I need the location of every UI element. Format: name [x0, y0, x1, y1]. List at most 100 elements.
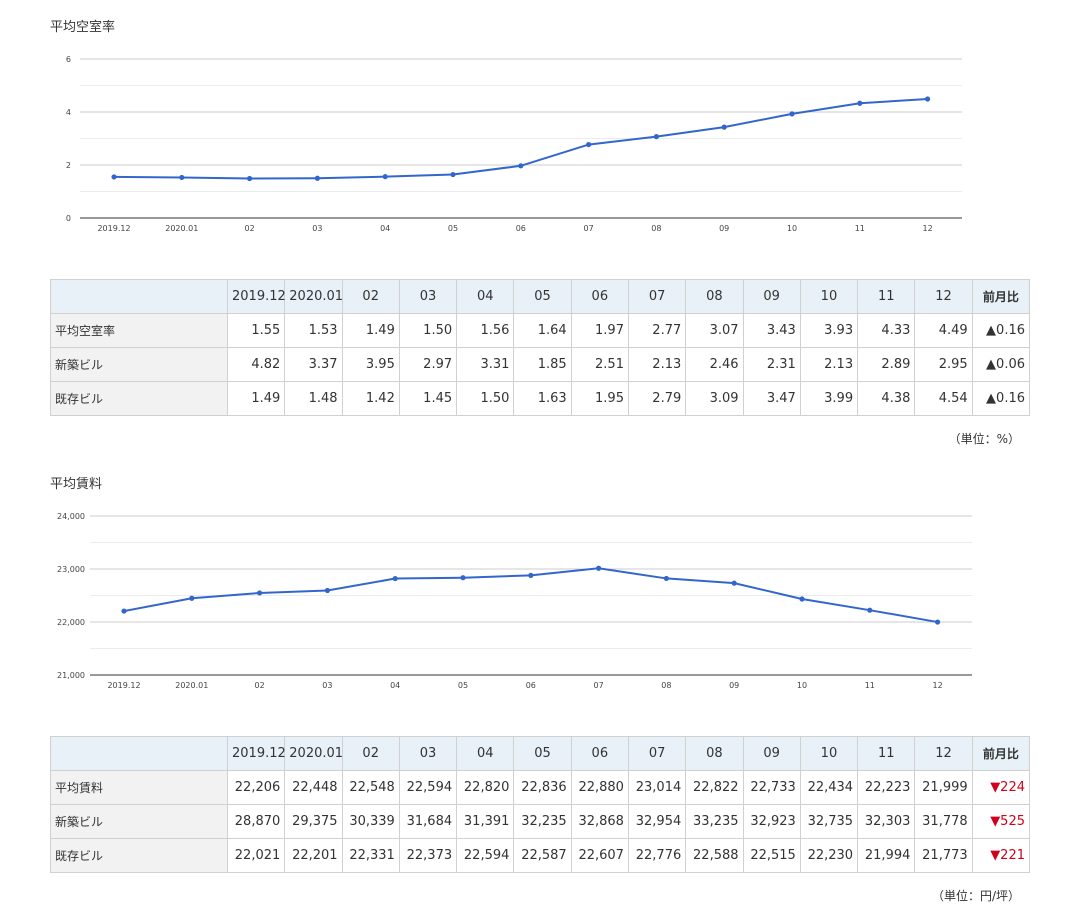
- table-row: 平均賃料 22,206 22,448 22,548 22,594 22,820 22,836…: [50, 770, 1031, 805]
- y-tick-label: 4: [66, 108, 71, 117]
- x-tick-label: 11: [865, 681, 875, 690]
- table-cell: 21,773: [914, 838, 973, 873]
- x-tick-label: 08: [651, 224, 661, 233]
- column-header: 2020.01: [284, 279, 343, 314]
- x-tick-label: 08: [661, 681, 671, 690]
- x-tick-label: 12: [923, 224, 933, 233]
- table-cell: 2.79: [627, 381, 687, 416]
- column-header: 05: [513, 736, 572, 771]
- change-column-header: 前月比: [971, 736, 1031, 771]
- table-row: 新築ビル 28,870 29,375 30,339 31,684 31,391 32,235…: [50, 804, 1031, 839]
- table-cell: 22,594: [456, 838, 515, 873]
- column-header: 03: [398, 736, 458, 771]
- data-point: [314, 175, 320, 181]
- change-cell: ▲0.16: [971, 313, 1031, 348]
- column-header: 02: [341, 279, 400, 314]
- data-point: [450, 171, 456, 178]
- column-header: 02: [341, 736, 400, 771]
- column-header: 05: [513, 279, 572, 314]
- column-header: 09: [742, 279, 801, 314]
- column-header: 06: [570, 736, 629, 771]
- vacancy-unit-note: （単位：%）: [948, 432, 1020, 446]
- table-cell: 3.99: [799, 381, 859, 416]
- data-point: [789, 111, 795, 117]
- x-tick-label: 2020.01: [165, 224, 198, 233]
- table-cell: 21,994: [857, 838, 916, 873]
- x-tick-label: 11: [855, 224, 865, 233]
- table-cell: 22,373: [398, 838, 458, 873]
- column-header: 08: [685, 279, 744, 314]
- data-point: [935, 619, 941, 625]
- table-row: 既存ビル 22,021 22,201 22,331 22,373 22,594 22,587…: [50, 838, 1031, 873]
- table-cell: 22,733: [742, 770, 801, 805]
- rent-unit-note: （単位：円/坪）: [931, 889, 1020, 903]
- table-cell: 22,434: [799, 770, 859, 805]
- data-point: [257, 590, 263, 596]
- x-tick-label: 2020.01: [175, 681, 208, 690]
- x-tick-label: 02: [255, 681, 265, 690]
- table-cell: 22,588: [685, 838, 744, 873]
- table-cell: 3.47: [742, 381, 801, 416]
- table-cell: 2.97: [398, 347, 458, 382]
- x-tick-label: 10: [797, 681, 807, 690]
- y-tick-label: 22,000: [57, 618, 85, 627]
- x-tick-label: 05: [448, 224, 458, 233]
- row-label: 新築ビル: [50, 804, 228, 839]
- table-cell: 1.49: [341, 313, 400, 348]
- table-cell: 32,303: [857, 804, 916, 839]
- x-tick-label: 05: [458, 681, 468, 690]
- row-label: 既存ビル: [50, 838, 228, 873]
- table-cell: 1.55: [226, 313, 286, 348]
- table-cell: 2.31: [742, 347, 801, 382]
- column-header: 12: [914, 736, 973, 771]
- change-cell: ▼525: [971, 804, 1031, 839]
- table-cell: 32,923: [742, 804, 801, 839]
- table-cell: 1.63: [513, 381, 572, 416]
- x-tick-label: 07: [584, 224, 594, 233]
- rent-line-chart: 21,000 22,000 23,000 24,000 2019.12 2020.01 02…: [57, 512, 972, 690]
- column-header: 11: [857, 279, 916, 314]
- table-cell: 29,375: [284, 804, 343, 839]
- table-cell: 3.93: [799, 313, 859, 348]
- table-cell: 22,594: [398, 770, 458, 805]
- column-header: 12: [914, 279, 973, 314]
- table-cell: 4.54: [914, 381, 973, 416]
- table-cell: 3.37: [284, 347, 343, 382]
- table-cell: 3.31: [456, 347, 515, 382]
- column-header: 04: [456, 736, 515, 771]
- table-row: 既存ビル 1.49 1.48 1.42 1.45 1.50 1.63 1.95 2.79 3.09…: [50, 381, 1031, 416]
- data-point: [121, 608, 127, 614]
- table-cell: 33,235: [685, 804, 744, 839]
- column-header: 11: [857, 736, 916, 771]
- table-cell: 1.64: [513, 313, 572, 348]
- data-point: [179, 174, 185, 181]
- data-point: [460, 575, 466, 581]
- change-column-header: 前月比: [971, 279, 1031, 314]
- vacancy-table-header: 2019.12 2020.01 02 03 04 05 06 07 08 09 10 11 12 前月比: [50, 279, 1031, 314]
- table-cell: 22,515: [742, 838, 801, 873]
- table-cell: 32,868: [570, 804, 629, 839]
- column-header: 10: [799, 279, 859, 314]
- data-point: [721, 124, 727, 130]
- table-cell: 30,339: [341, 804, 400, 839]
- column-header: 09: [742, 736, 801, 771]
- data-point: [731, 580, 737, 586]
- data-point: [586, 141, 592, 148]
- table-cell: 22,201: [284, 838, 343, 873]
- table-cell: 31,778: [914, 804, 973, 839]
- table-cell: 4.82: [226, 347, 286, 382]
- x-tick-label: 04: [380, 224, 390, 233]
- y-tick-label: 23,000: [57, 565, 85, 574]
- table-cell: 22,223: [857, 770, 916, 805]
- data-point: [925, 96, 931, 102]
- y-tick-label: 21,000: [57, 671, 85, 680]
- table-cell: 2.89: [857, 347, 916, 382]
- table-cell: 32,954: [627, 804, 687, 839]
- data-point: [663, 575, 670, 582]
- table-cell: 22,820: [456, 770, 515, 805]
- table-cell: 1.42: [341, 381, 400, 416]
- table-cell: 32,735: [799, 804, 859, 839]
- x-tick-label: 03: [322, 681, 332, 690]
- row-label: 平均空室率: [50, 313, 228, 348]
